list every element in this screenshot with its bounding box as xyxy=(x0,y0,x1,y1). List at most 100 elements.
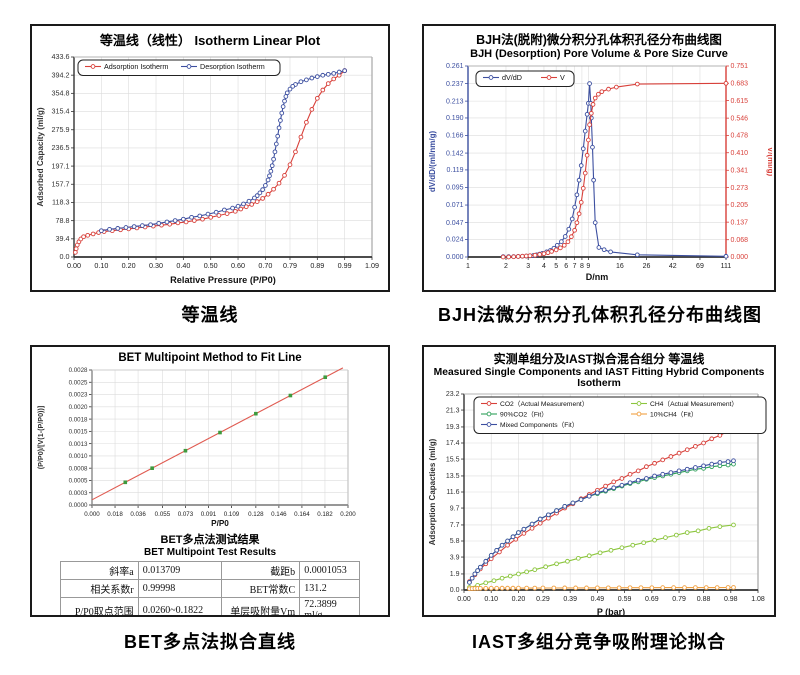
isotherm-caption: 等温线 xyxy=(181,305,239,325)
svg-text:7.7: 7.7 xyxy=(450,522,460,529)
svg-text:9: 9 xyxy=(586,263,590,270)
svg-text:0.0003: 0.0003 xyxy=(69,490,88,497)
svg-text:0.047: 0.047 xyxy=(446,220,464,227)
svg-text:0.410: 0.410 xyxy=(731,150,749,157)
svg-text:7: 7 xyxy=(573,263,577,270)
svg-text:0.29: 0.29 xyxy=(536,596,550,603)
svg-text:0.146: 0.146 xyxy=(271,511,287,518)
svg-text:15.5: 15.5 xyxy=(446,456,460,463)
svg-text:0.79: 0.79 xyxy=(283,261,297,270)
svg-text:0.0008: 0.0008 xyxy=(69,465,88,472)
bet-vm-label: 单层吸附量Vm xyxy=(221,597,301,615)
svg-text:10%CH4（Fit）: 10%CH4（Fit） xyxy=(650,411,698,419)
svg-text:Relative Pressure (P/P0): Relative Pressure (P/P0) xyxy=(170,275,276,285)
svg-text:0.20: 0.20 xyxy=(122,261,136,270)
svg-text:3: 3 xyxy=(526,263,530,270)
svg-text:0.0013: 0.0013 xyxy=(69,441,88,448)
svg-text:315.4: 315.4 xyxy=(52,107,70,116)
svg-text:0.273: 0.273 xyxy=(731,185,749,192)
table-row: P/P0取点范围 0.0260~0.1822 单层吸附量Vm 72.3899 m… xyxy=(60,597,360,615)
svg-text:0.164: 0.164 xyxy=(294,511,310,518)
svg-text:0.89: 0.89 xyxy=(310,261,324,270)
bet-results-table: 斜率a 0.013709 截距b 0.0001053 相关系数r 0.99998… xyxy=(60,561,360,615)
svg-text:Desorption Isotherm: Desorption Isotherm xyxy=(200,62,265,71)
bet-title: BET Multipoint Method to Fit Line xyxy=(118,352,302,364)
svg-text:197.1: 197.1 xyxy=(52,161,70,170)
svg-text:0.0015: 0.0015 xyxy=(69,429,88,436)
bet-vm-value: 72.3899 ml/g xyxy=(299,597,360,615)
svg-text:0.50: 0.50 xyxy=(204,261,218,270)
svg-text:0.000: 0.000 xyxy=(731,254,749,261)
svg-text:0.99: 0.99 xyxy=(338,261,352,270)
svg-text:0.237: 0.237 xyxy=(446,81,464,88)
svg-text:0.0010: 0.0010 xyxy=(69,453,88,460)
svg-text:CO2（Actual Measurement）: CO2（Actual Measurement） xyxy=(500,400,588,408)
svg-text:26: 26 xyxy=(643,263,651,270)
svg-text:0.213: 0.213 xyxy=(446,98,464,105)
svg-text:0.60: 0.60 xyxy=(231,261,245,270)
svg-text:21.3: 21.3 xyxy=(446,407,460,414)
svg-text:111: 111 xyxy=(721,263,732,270)
bet-slope-value: 0.013709 xyxy=(137,561,223,580)
iast-panel: 实测单组分及IAST拟合混合组分 等温线 Measured Single Com… xyxy=(422,345,776,617)
isotherm-panel: 等温线（线性） Isotherm Linear Plot 0.0 39.4 78.8… xyxy=(30,24,390,292)
svg-text:23.2: 23.2 xyxy=(446,391,460,398)
svg-text:0.341: 0.341 xyxy=(731,167,749,174)
svg-text:0.205: 0.205 xyxy=(731,202,749,209)
svg-text:0.119: 0.119 xyxy=(447,167,464,174)
svg-text:17.4: 17.4 xyxy=(446,440,460,447)
svg-text:433.6: 433.6 xyxy=(52,52,70,61)
bjh-title-cn: BJH法(脱附)微分积分孔体积孔径分布曲线图 xyxy=(476,33,722,47)
bjh-title-en: BJH (Desorption) Pore Volume & Pore Size… xyxy=(470,48,728,60)
svg-text:P/P0: P/P0 xyxy=(211,519,229,528)
svg-text:0.018: 0.018 xyxy=(107,511,123,518)
svg-text:0.10: 0.10 xyxy=(94,261,108,270)
svg-text:0.59: 0.59 xyxy=(618,596,632,603)
svg-text:0.073: 0.073 xyxy=(178,511,194,518)
svg-text:0.068: 0.068 xyxy=(731,237,749,244)
bjh-panel: BJH法(脱附)微分积分孔体积孔径分布曲线图 BJH (Desorption) … xyxy=(422,24,776,292)
bjh-caption: BJH法微分积分孔体积孔径分布曲线图 xyxy=(437,305,762,325)
iast-title-cn: 实测单组分及IAST拟合混合组分 等温线 xyxy=(493,352,705,366)
svg-text:D/nm: D/nm xyxy=(586,272,609,282)
svg-text:0.20: 0.20 xyxy=(512,596,526,603)
svg-text:0.0028: 0.0028 xyxy=(69,367,88,374)
table-row: 相关系数r 0.99998 BET常数C 131.2 xyxy=(60,579,360,598)
svg-text:0.024: 0.024 xyxy=(446,237,464,244)
table-row: 斜率a 0.013709 截距b 0.0001053 xyxy=(60,561,360,580)
svg-text:4: 4 xyxy=(542,263,546,270)
svg-text:5: 5 xyxy=(554,263,558,270)
svg-text:0.000: 0.000 xyxy=(446,254,464,261)
svg-text:0.190: 0.190 xyxy=(446,115,464,122)
svg-text:0.00: 0.00 xyxy=(457,596,471,603)
svg-text:0.10: 0.10 xyxy=(484,596,498,603)
svg-text:Adsorption Isotherm: Adsorption Isotherm xyxy=(104,62,168,71)
svg-text:0.615: 0.615 xyxy=(731,98,749,105)
svg-text:CH4（Actual Measurement）: CH4（Actual Measurement） xyxy=(650,400,738,408)
isotherm-chart: 0.0 39.4 78.8 118.3 157.7 197.1 236.5 275.9 315.… xyxy=(36,52,379,285)
svg-text:V: V xyxy=(560,73,565,82)
bet-results-title-cn: BET多点法测试结果 xyxy=(160,534,260,546)
svg-text:0.200: 0.200 xyxy=(340,511,356,518)
iast-chart: 0.0 1.9 3.9 5.8 7.7 9.7 11.6 13.5 15.5 17.4 19.3 21… xyxy=(428,391,767,615)
svg-text:5.8: 5.8 xyxy=(450,538,460,545)
svg-text:0.00: 0.00 xyxy=(67,261,81,270)
bet-range-label: P/P0取点范围 xyxy=(60,597,139,615)
svg-text:0.109: 0.109 xyxy=(224,511,240,518)
svg-text:0.091: 0.091 xyxy=(201,511,217,518)
bet-r-value: 0.99998 xyxy=(137,579,223,598)
svg-text:0.166: 0.166 xyxy=(446,133,464,140)
svg-text:Mixed Components（Fit）: Mixed Components（Fit） xyxy=(500,421,578,429)
svg-text:9.7: 9.7 xyxy=(450,505,460,512)
svg-text:394.2: 394.2 xyxy=(52,70,70,79)
svg-text:13.5: 13.5 xyxy=(446,473,460,480)
svg-text:0.70: 0.70 xyxy=(258,261,272,270)
svg-text:(P/P0)/[V(1-(P/P0))]: (P/P0)/[V(1-(P/P0))] xyxy=(36,406,45,470)
svg-text:0.0000: 0.0000 xyxy=(69,502,88,509)
svg-text:0.546: 0.546 xyxy=(731,115,749,122)
svg-text:118.3: 118.3 xyxy=(52,198,69,207)
svg-text:0.49: 0.49 xyxy=(591,596,605,603)
svg-text:0.0025: 0.0025 xyxy=(69,379,88,386)
svg-text:0.0018: 0.0018 xyxy=(69,416,88,423)
svg-text:236.5: 236.5 xyxy=(52,143,70,152)
